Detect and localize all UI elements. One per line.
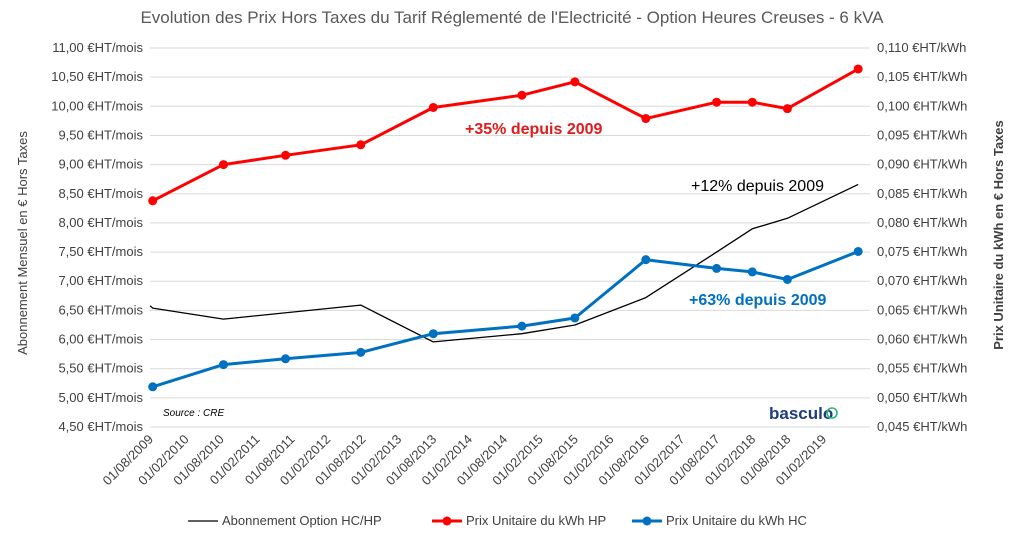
power-icon [826,407,838,419]
right-tick-label: 0,045 €HT/kWh [877,419,967,434]
left-tick-label: 5,50 €HT/mois [58,361,143,376]
legend-marker-2 [442,516,452,526]
series-line-3 [152,250,859,389]
right-axis-title: Prix Unitaire du kWh en € Hors Taxes [991,120,1006,350]
annotation-hp: +35% depuis 2009 [465,121,603,138]
right-tick-label: 0,095 €HT/kWh [877,127,967,142]
series-layer [148,64,863,392]
right-tick-label: 0,055 €HT/kWh [877,361,967,376]
series-2-point [641,114,651,124]
right-tick-label: 0,105 €HT/kWh [877,69,967,84]
left-tick-label: 10,00 €HT/mois [51,98,143,113]
brand-name: basculo [769,404,833,423]
right-tick-label: 0,065 €HT/kWh [877,302,967,317]
right-tick-label: 0,075 €HT/kWh [877,244,967,259]
right-axis-ticks: 0,045 €HT/kWh 0,050 €HT/kWh 0,055 €HT/kWh 0… [877,40,967,434]
right-tick-label: 0,050 €HT/kWh [877,390,967,405]
series-2-point [356,140,366,150]
series-3-point [570,313,580,323]
legend-label-2: Prix Unitaire du kWh HP [466,513,606,528]
x-axis-ticks: 01/08/200901/02/201001/08/201001/02/2011… [99,432,829,489]
left-tick-label: 5,00 €HT/mois [58,390,143,405]
series-line-1 [149,183,859,343]
right-tick-label: 0,085 €HT/kWh [877,186,967,201]
series-3-point [428,329,438,339]
right-tick-label: 0,090 €HT/kWh [877,157,967,172]
series-3-point [853,246,863,256]
left-tick-label: 9,50 €HT/mois [58,127,143,142]
left-tick-label: 4,50 €HT/mois [58,419,143,434]
series-3-point [281,354,291,364]
right-tick-label: 0,110 €HT/kWh [877,40,966,55]
series-3-point [641,255,651,265]
series-2-point [747,97,757,107]
series-2-point [782,104,792,114]
left-tick-label: 11,00 €HT/mois [52,40,143,55]
chart-title: Evolution des Prix Hors Taxes du Tarif R… [140,8,884,27]
series-2-point [148,196,158,206]
series-3-point [517,321,527,331]
series-2-point [218,160,228,170]
series-2-point [853,64,863,74]
left-tick-label: 6,50 €HT/mois [58,302,143,317]
series-3-point [148,382,158,392]
legend-label-3: Prix Unitaire du kWh HC [666,513,807,528]
right-tick-label: 0,060 €HT/kWh [877,332,967,347]
series-3-point [356,347,366,357]
series-line-2 [152,67,859,203]
left-tick-label: 9,00 €HT/mois [58,157,143,172]
series-2-point [281,150,291,160]
series-2-point [428,102,438,112]
series-3-point [218,360,228,370]
left-axis-title: Abonnement Mensuel en € Hors Taxes [15,131,30,355]
legend: Abonnement Option HC/HP Prix Unitaire du … [188,513,807,528]
legend-marker-3 [642,516,652,526]
left-tick-label: 8,50 €HT/mois [58,186,143,201]
series-2-point [712,97,722,107]
series-2-point [570,77,580,87]
series-2-point [517,90,527,100]
series-3-point [747,267,757,277]
legend-label-1: Abonnement Option HC/HP [222,513,382,528]
annotation-subscription: +12% depuis 2009 [691,178,824,195]
right-tick-label: 0,100 €HT/kWh [877,98,967,113]
left-axis-ticks: 4,50 €HT/mois 5,00 €HT/mois 5,50 €HT/mois 6… [51,40,143,434]
left-tick-label: 6,00 €HT/mois [58,332,143,347]
brand-logo: basculo [769,404,838,423]
right-tick-label: 0,070 €HT/kWh [877,273,967,288]
left-tick-label: 8,00 €HT/mois [58,215,143,230]
series-3-point [782,274,792,284]
left-tick-label: 7,00 €HT/mois [58,273,143,288]
right-tick-label: 0,080 €HT/kWh [877,215,967,230]
gridlines [150,47,870,428]
source-note: Source : CRE [163,408,224,419]
series-3-point [712,263,722,273]
left-tick-label: 10,50 €HT/mois [51,69,143,84]
left-tick-label: 7,50 €HT/mois [58,244,143,259]
annotation-hc: +63% depuis 2009 [689,292,827,309]
